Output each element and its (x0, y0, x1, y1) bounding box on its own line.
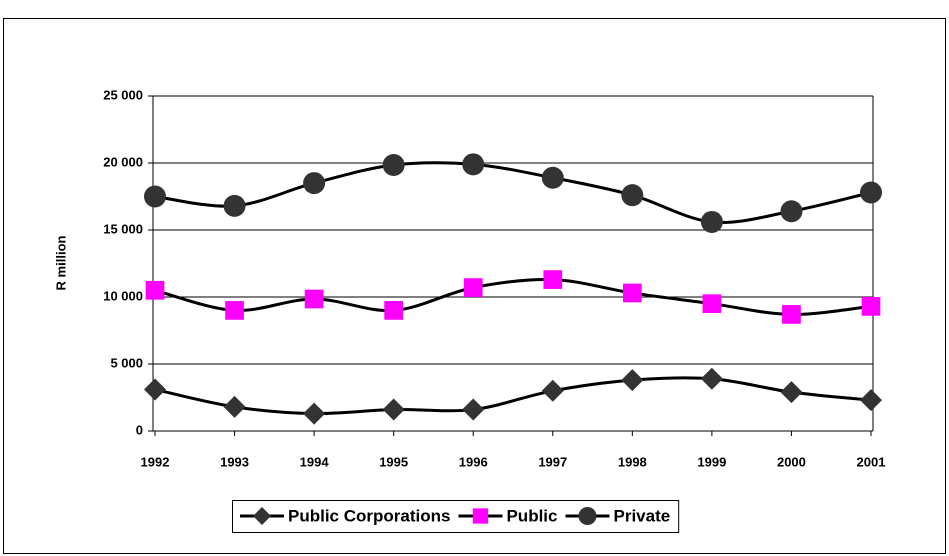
marker (702, 294, 722, 314)
marker (860, 181, 882, 204)
marker (303, 172, 326, 195)
marker (780, 381, 803, 404)
marker (622, 283, 642, 303)
marker (700, 367, 723, 390)
x-tick-label: 1996 (459, 454, 488, 469)
marker (462, 153, 485, 176)
marker (541, 166, 564, 189)
marker (472, 508, 489, 524)
x-tick-label: 2000 (777, 454, 806, 469)
legend: Public Corporations Public Private (232, 500, 680, 533)
marker (144, 378, 166, 401)
marker (462, 398, 485, 421)
marker (782, 305, 801, 324)
marker (860, 389, 882, 412)
marker (382, 154, 405, 177)
marker (384, 301, 404, 320)
marker (144, 185, 166, 208)
marker (861, 297, 881, 316)
x-tick-label: 1994 (300, 454, 330, 469)
marker (304, 289, 324, 309)
y-tick-label: 5 000 (110, 355, 143, 370)
marker (382, 398, 405, 421)
x-tick-label: 1999 (697, 454, 726, 469)
legend-label: Private (613, 506, 670, 525)
marker (303, 402, 326, 425)
y-tick-label: 20 000 (103, 154, 143, 169)
marker (463, 278, 483, 297)
marker (223, 194, 246, 217)
marker (145, 280, 165, 300)
marker (541, 379, 564, 402)
series-line (154, 376, 872, 416)
marker (621, 369, 644, 392)
x-tick-label: 1998 (618, 454, 647, 469)
x-tick-label: 1992 (141, 454, 170, 469)
x-tick-label: 1993 (220, 454, 249, 469)
series-line (154, 161, 872, 224)
y-tick-label: 0 (136, 422, 143, 437)
marker (578, 507, 597, 525)
x-tick-label: 1997 (538, 454, 567, 469)
marker (780, 200, 803, 223)
legend-label: Public (506, 506, 557, 525)
series-line (154, 277, 872, 316)
x-tick-label: 1995 (379, 454, 408, 469)
marker (253, 507, 271, 525)
marker (223, 395, 246, 418)
legend-label: Public Corporations (288, 506, 450, 525)
y-tick-label: 10 000 (103, 288, 143, 303)
y-tick-label: 15 000 (103, 221, 143, 236)
marker (621, 184, 644, 207)
y-axis-label: R million (53, 235, 68, 290)
marker (225, 301, 244, 320)
x-tick-label: 2001 (857, 454, 886, 469)
y-tick-label: 25 000 (103, 87, 143, 102)
marker (543, 270, 563, 289)
marker (700, 210, 723, 233)
